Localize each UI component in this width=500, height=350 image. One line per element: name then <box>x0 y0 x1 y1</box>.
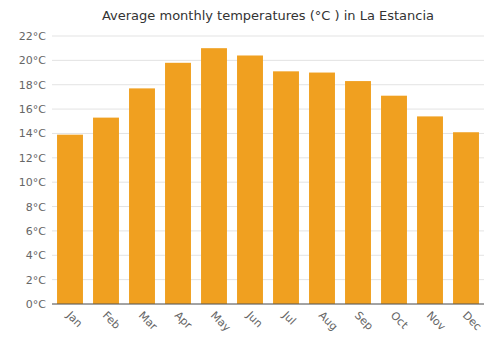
x-tick-label: Jun <box>243 308 265 330</box>
x-tick-label: Mar <box>136 309 160 333</box>
bar <box>165 63 191 304</box>
y-tick-label: 2°C <box>26 274 46 287</box>
chart: Average monthly temperatures (°C ) in La… <box>0 0 500 350</box>
y-tick-label: 18°C <box>19 79 46 92</box>
bar <box>237 55 263 304</box>
bar <box>201 48 227 304</box>
x-tick-label: Dec <box>460 309 484 333</box>
bar <box>93 118 119 304</box>
bar <box>129 88 155 304</box>
grid-line <box>52 304 484 305</box>
title: Average monthly temperatures (°C ) in La… <box>102 8 434 23</box>
y-tick-label: 20°C <box>19 54 46 67</box>
x-axis-line <box>52 304 484 305</box>
y-tick-label: 14°C <box>19 127 46 140</box>
x-tick-label: Nov <box>424 309 449 334</box>
x-tick-label: Oct <box>388 309 411 332</box>
grid-line <box>52 60 484 61</box>
y-tick-label: 16°C <box>19 103 46 116</box>
y-tick-label: 0°C <box>26 298 46 311</box>
chart-container: Average monthly temperatures (°C ) in La… <box>0 0 500 350</box>
bar <box>57 135 83 304</box>
bar <box>453 132 479 304</box>
bar <box>381 96 407 304</box>
bar <box>309 73 335 304</box>
x-tick-label: Aug <box>316 309 340 333</box>
x-tick-label: May <box>208 309 234 335</box>
y-axis: 0°C 2°C 4°C 6°C 8°C 10°C 12°C 14°C 16°C 18°C 20°C 2… <box>19 30 484 311</box>
bar <box>345 81 371 304</box>
x-tick-label: Jan <box>63 308 85 330</box>
y-tick-label: 4°C <box>26 249 46 262</box>
bars <box>57 48 479 304</box>
y-tick-label: 12°C <box>19 152 46 165</box>
bar <box>417 116 443 304</box>
bar <box>273 71 299 304</box>
x-axis: Jan Feb Mar Apr May Jun Jul Aug Sep Oct Nov Dec <box>52 304 484 335</box>
y-tick-label: 8°C <box>26 201 46 214</box>
grid-line <box>52 109 484 110</box>
x-tick-label: Jul <box>279 308 298 327</box>
grid-line <box>52 84 484 85</box>
x-tick-label: Apr <box>172 309 195 332</box>
x-tick-label: Feb <box>100 309 123 332</box>
grid-line <box>52 36 484 37</box>
y-tick-label: 10°C <box>19 176 46 189</box>
y-tick-label: 22°C <box>19 30 46 43</box>
y-tick-label: 6°C <box>26 225 46 238</box>
x-tick-label: Sep <box>352 309 376 333</box>
